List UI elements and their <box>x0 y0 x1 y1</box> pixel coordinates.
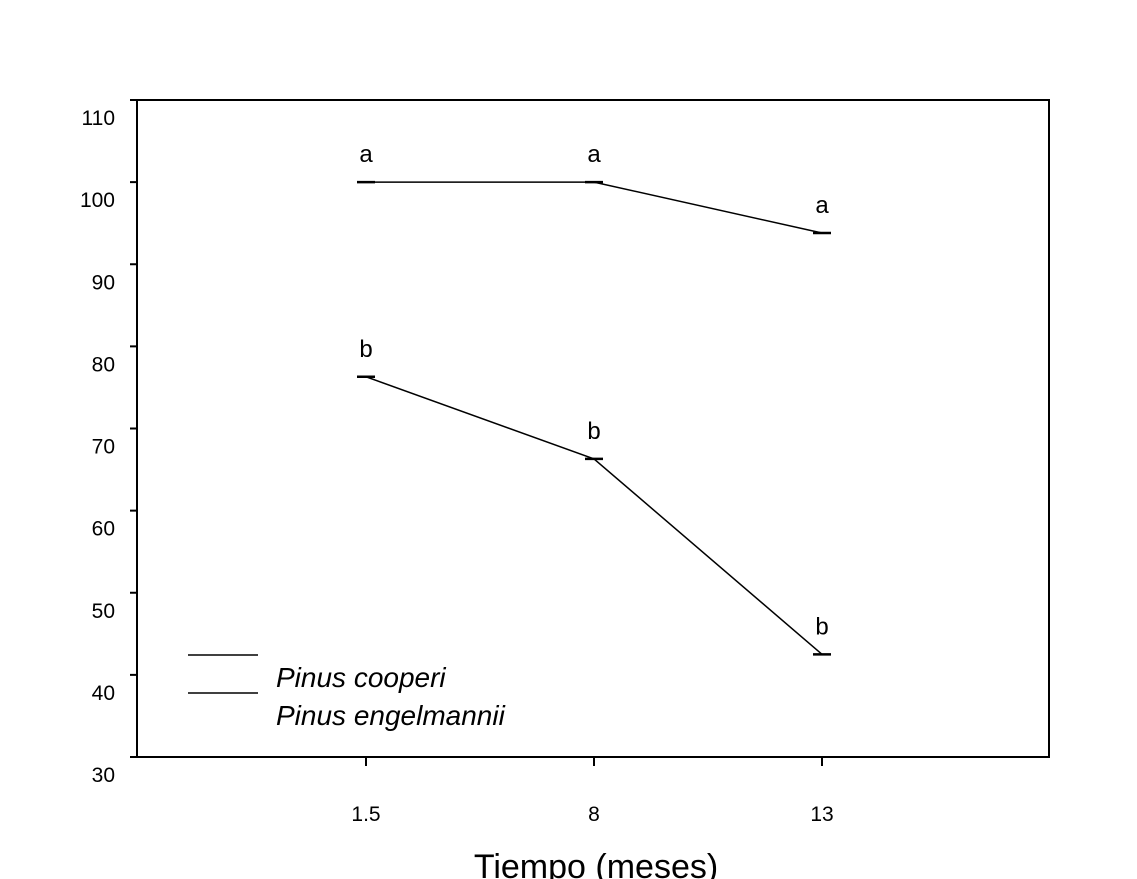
x-tick-label: 8 <box>588 803 600 826</box>
y-tick-label: 50 <box>92 600 115 623</box>
y-tick-label: 60 <box>92 518 115 541</box>
x-axis: 1.5 8 13 <box>351 757 834 826</box>
data-label: a <box>815 192 829 219</box>
y-axis: 30 40 50 60 70 80 90 100 110 <box>80 99 137 787</box>
y-tick-label: 70 <box>92 436 115 459</box>
x-tick-label: 1.5 <box>351 803 380 826</box>
x-axis-title: Tiempo (meses) <box>474 848 718 879</box>
y-tick-label: 100 <box>80 189 115 212</box>
y-tick-label: 30 <box>92 764 115 787</box>
series-layer: a a a b b b <box>357 141 831 656</box>
data-label: a <box>359 141 373 168</box>
data-label: b <box>815 613 828 640</box>
legend-label: Pinus engelmannii <box>276 700 506 731</box>
data-label: a <box>587 141 601 168</box>
data-label: b <box>587 418 600 445</box>
legend: Pinus cooperi Pinus engelmannii <box>188 654 506 731</box>
series-line <box>366 181 823 234</box>
y-tick-label: 80 <box>92 353 115 376</box>
y-tick-label: 110 <box>82 107 115 130</box>
y-tick-label: 90 <box>92 271 115 294</box>
legend-label: Pinus cooperi <box>276 662 446 693</box>
y-tick-label: 40 <box>92 682 115 705</box>
data-label: b <box>359 336 372 363</box>
x-tick-label: 13 <box>810 803 833 826</box>
